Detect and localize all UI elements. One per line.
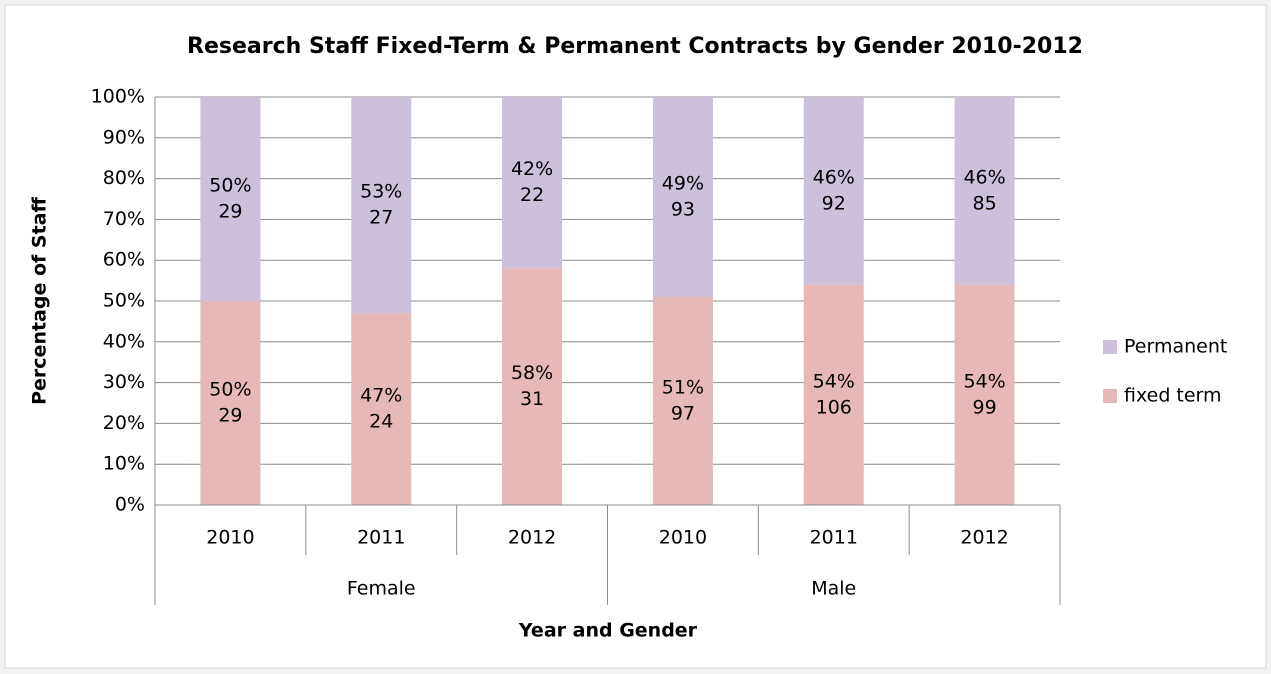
data-label-count: 29 [218,201,242,223]
data-label-count: 29 [218,405,242,427]
data-label: 50% [209,379,251,401]
data-label-count: 24 [369,411,393,433]
y-tick-label: 80% [103,167,145,189]
y-tick-label: 70% [103,208,145,230]
x-tick-label: 2011 [357,527,405,549]
data-label-count: 97 [671,402,695,424]
x-tick-label: 2012 [508,527,556,549]
x-tick-label: 2012 [960,527,1008,549]
y-tick-label: 60% [103,249,145,271]
x-tick-label: 2011 [810,527,858,549]
data-label: 46% [813,166,855,188]
bar-segment [803,284,864,505]
bar-segment [502,97,563,269]
chart-background [4,4,1267,669]
legend-label: fixed term [1124,385,1222,407]
y-tick-label: 20% [103,412,145,434]
data-label: 54% [963,370,1005,392]
bar-segment [652,97,713,297]
y-tick-label: 10% [103,453,145,475]
group-label: Female [347,578,416,600]
data-label: 53% [360,181,402,203]
data-label-count: 31 [520,388,544,410]
y-tick-label: 0% [115,494,145,516]
bar-segment [954,284,1015,505]
legend-swatch [1103,389,1117,403]
data-label: 42% [511,158,553,180]
data-label: 46% [963,166,1005,188]
data-label-count: 27 [369,207,393,229]
bar-segment [200,301,261,505]
data-label-count: 92 [822,192,846,214]
legend-swatch [1103,340,1117,354]
legend-label: Permanent [1124,336,1227,358]
bar-segment [200,97,261,301]
y-tick-label: 40% [103,330,145,352]
x-axis-title: Year and Gender [518,620,698,642]
y-tick-label: 100% [91,86,145,108]
data-label: 49% [662,172,704,194]
y-tick-label: 30% [103,371,145,393]
x-tick-label: 2010 [206,527,254,549]
data-label: 47% [360,385,402,407]
bar-segment [652,296,713,505]
y-tick-label: 50% [103,290,145,312]
data-label-count: 93 [671,198,695,220]
data-label: 58% [511,362,553,384]
data-label: 50% [209,175,251,197]
bar-segment [351,97,412,314]
y-axis-title: Percentage of Staff [29,197,51,405]
data-label: 51% [662,376,704,398]
x-tick-label: 2010 [659,527,707,549]
y-tick-label: 90% [103,126,145,148]
data-label-count: 99 [972,396,996,418]
bar-segment [954,97,1015,285]
bar-segment [803,97,864,285]
data-label: 54% [813,370,855,392]
data-label-count: 106 [816,396,852,418]
bar-segment [502,268,563,505]
group-label: Male [811,578,856,600]
data-label-count: 22 [520,184,544,206]
chart-title: Research Staff Fixed-Term & Permanent Co… [187,34,1083,59]
data-label-count: 85 [972,192,996,214]
bar-segment [351,313,412,505]
